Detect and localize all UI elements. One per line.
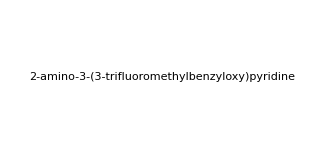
Text: 2-amino-3-(3-trifluoromethylbenzyloxy)pyridine: 2-amino-3-(3-trifluoromethylbenzyloxy)py… [29, 72, 295, 82]
